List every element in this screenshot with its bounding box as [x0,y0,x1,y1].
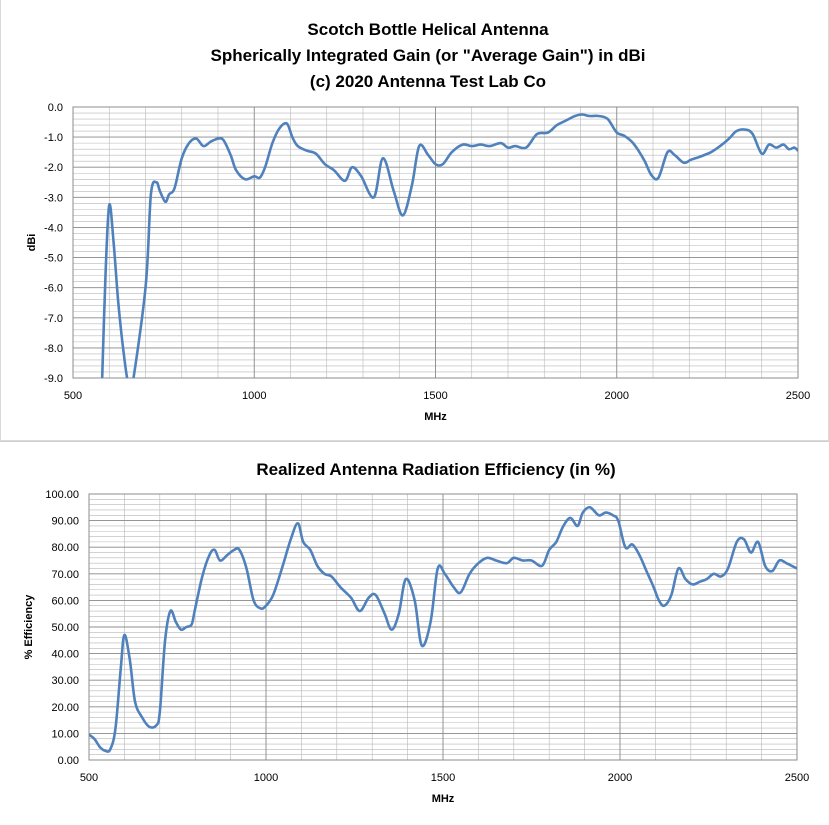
eff-grid [88,493,798,761]
eff-ytick-label: 10.00 [51,728,79,740]
gain-title-line-2: Spherically Integrated Gain (or "Average… [211,46,646,65]
gain-xtick-label: 1500 [423,390,447,402]
gain-ytick-label: -6.0 [44,283,63,295]
eff-ytick-label: 50.00 [51,622,79,634]
gain-xtick-label: 500 [64,390,82,402]
eff-ytick-label: 70.00 [51,569,79,581]
eff-y-axis-label: % Efficiency [23,594,35,660]
gain-chart: Scotch Bottle Helical Antenna Spherically… [26,20,810,423]
efficiency-chart-panel: Realized Antenna Radiation Efficiency (i… [0,441,829,824]
gain-series-line-1 [100,113,798,378]
eff-xtick-label: 2500 [785,772,809,784]
gain-ytick-label: -1.0 [44,132,63,144]
gain-x-axis-label: MHz [424,411,447,423]
gain-plot-frame [72,106,799,379]
eff-title-line-1: Realized Antenna Radiation Efficiency (i… [256,460,615,479]
gain-grid [72,106,799,379]
eff-ytick-label: 100.00 [45,489,79,501]
eff-ytick-label: 90.00 [51,516,79,528]
eff-ytick-label: 20.00 [51,702,79,714]
eff-ytick-label: 80.00 [51,542,79,554]
gain-xtick-label: 2500 [786,390,810,402]
gain-title-line-3: (c) 2020 Antenna Test Lab Co [310,72,546,91]
gain-xtick-label: 2000 [605,390,629,402]
gain-xtick-label: 1000 [242,390,266,402]
eff-xtick-label: 1000 [254,772,278,784]
gain-y-axis-label: dBi [26,234,38,252]
gain-ytick-label: -2.0 [44,162,63,174]
eff-plot-frame [88,493,798,761]
efficiency-chart: Realized Antenna Radiation Efficiency (i… [23,460,809,805]
gain-ytick-label: 0.0 [48,102,63,114]
eff-ytick-label: 0.00 [58,755,79,767]
gain-ytick-label: -8.0 [44,343,63,355]
eff-xtick-label: 500 [80,772,98,784]
gain-ytick-label: -7.0 [44,313,63,325]
gain-ytick-label: -3.0 [44,192,63,204]
gain-ytick-label: -5.0 [44,253,63,265]
eff-ytick-label: 60.00 [51,595,79,607]
eff-series-line-1 [89,505,797,753]
gain-ytick-label: -4.0 [44,222,63,234]
gain-chart-panel: Scotch Bottle Helical Antenna Spherically… [0,0,829,441]
eff-ytick-label: 30.00 [51,675,79,687]
eff-xtick-label: 2000 [608,772,632,784]
eff-ytick-label: 40.00 [51,649,79,661]
eff-x-axis-label: MHz [432,793,455,805]
gain-ytick-label: -9.0 [44,373,63,385]
eff-xtick-label: 1500 [431,772,455,784]
gain-title-line-1: Scotch Bottle Helical Antenna [307,20,549,39]
